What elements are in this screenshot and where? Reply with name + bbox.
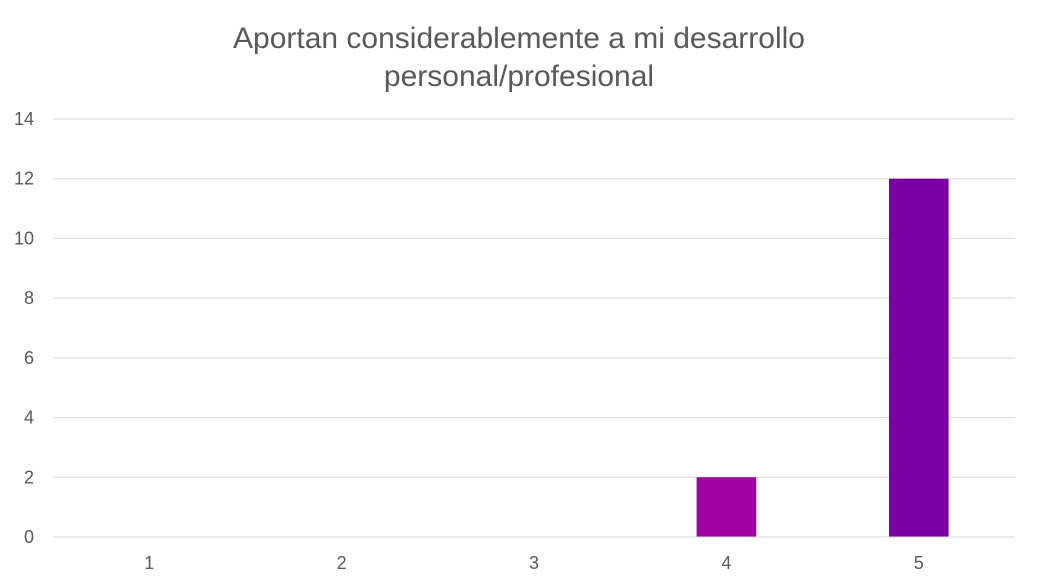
- y-tick-label: 8: [24, 288, 34, 308]
- chart-title: Aportan considerablemente a mi desarroll…: [233, 22, 805, 93]
- y-tick-label: 14: [14, 109, 34, 129]
- y-tick-label: 0: [24, 527, 34, 547]
- y-tick-label: 6: [24, 348, 34, 368]
- x-tick-label: 1: [144, 553, 154, 573]
- x-tick-label: 5: [914, 553, 924, 573]
- y-gridlines: [53, 118, 1015, 478]
- x-tick-label: 4: [721, 553, 731, 573]
- y-tick-label: 2: [24, 467, 34, 487]
- bar-category-5: [888, 178, 949, 537]
- y-tick-label: 10: [14, 228, 34, 248]
- y-axis-tick-labels: 0 2 4 6 8 10 12 14: [14, 109, 34, 547]
- chart-title-line-2: personal/profesional: [384, 60, 654, 93]
- chart-title-line-1: Aportan considerablemente a mi desarroll…: [233, 22, 805, 55]
- x-tick-label: 2: [337, 553, 347, 573]
- x-tick-label: 3: [529, 553, 539, 573]
- y-tick-label: 4: [24, 408, 34, 428]
- bar-category-4: [696, 477, 757, 537]
- bars: [696, 178, 949, 537]
- y-tick-label: 12: [14, 169, 34, 189]
- x-axis-tick-labels: 1 2 3 4 5: [144, 553, 924, 573]
